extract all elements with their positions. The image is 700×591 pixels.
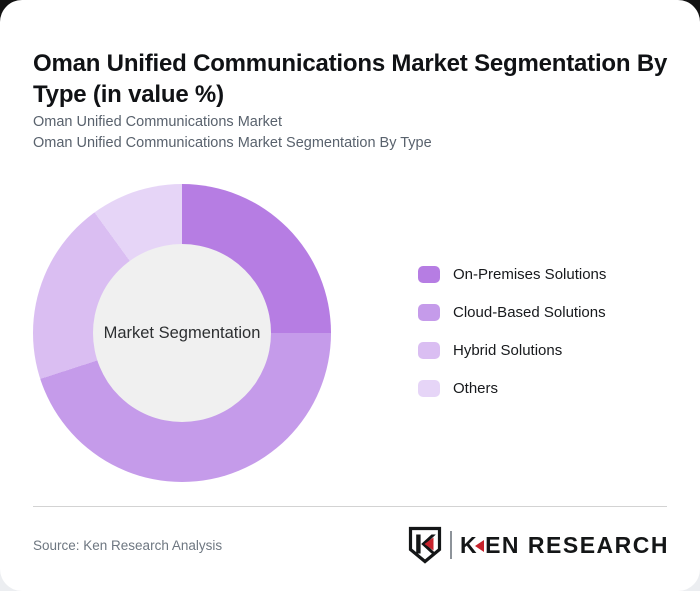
legend-label: Cloud-Based Solutions xyxy=(453,303,606,321)
donut-hole: Market Segmentation xyxy=(93,244,271,422)
logo-separator xyxy=(449,531,452,559)
wordmark-red-triangle-icon xyxy=(475,539,485,552)
legend-label: On-Premises Solutions xyxy=(453,265,607,283)
legend-item: Hybrid Solutions xyxy=(418,340,606,360)
wordmark-k: K xyxy=(459,531,479,558)
legend-swatch xyxy=(418,379,440,397)
legend-swatch xyxy=(418,265,440,283)
donut-chart: Market Segmentation xyxy=(33,184,331,482)
legend-label: Others xyxy=(453,379,499,397)
legend-item: Cloud-Based Solutions xyxy=(418,302,606,322)
ken-research-logo: K EN RESEARCH xyxy=(408,526,669,564)
subtitle-line-1: Oman Unified Communications Market xyxy=(33,114,283,130)
legend-item: On-Premises Solutions xyxy=(418,264,606,284)
legend-item: Others xyxy=(418,378,606,398)
legend-swatch xyxy=(418,303,440,321)
donut-center-label: Market Segmentation xyxy=(103,323,261,342)
page-title: Oman Unified Communications Market Segme… xyxy=(33,50,668,109)
shield-k-icon xyxy=(408,526,442,564)
logo-wordmark: K EN RESEARCH xyxy=(460,532,669,559)
subtitle-line-2: Oman Unified Communications Market Segme… xyxy=(33,135,432,151)
legend-label: Hybrid Solutions xyxy=(453,341,563,359)
shield-accent-triangle xyxy=(424,537,434,551)
footer-divider xyxy=(33,506,667,507)
chart-legend: On-Premises Solutions Cloud-Based Soluti… xyxy=(418,264,606,416)
wordmark-rest: EN RESEARCH xyxy=(485,531,669,558)
legend-swatch xyxy=(418,341,440,359)
source-text: Source: Ken Research Analysis xyxy=(33,538,223,553)
subtitle-block: Oman Unified Communications Market Oman … xyxy=(33,112,432,154)
